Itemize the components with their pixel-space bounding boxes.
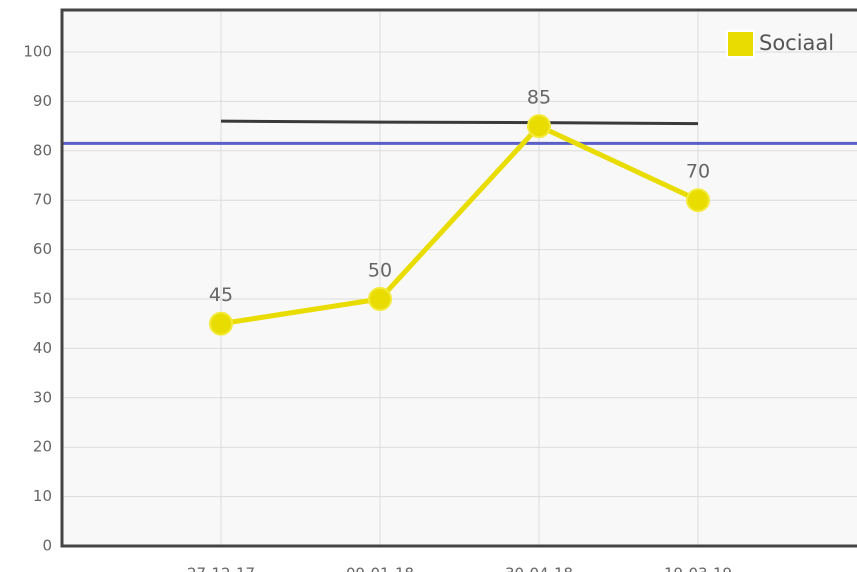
x-tick-label: 27-12-17 (187, 565, 255, 572)
data-point (686, 188, 710, 213)
data-label: 45 (209, 284, 233, 306)
plot-area (62, 10, 857, 546)
legend-swatch (726, 30, 755, 58)
x-tick-label: 30-04-18 (505, 565, 573, 572)
data-point (209, 311, 233, 336)
trend-line (220, 119, 699, 126)
y-tick-label: 90 (33, 92, 52, 110)
data-label: 70 (686, 161, 710, 183)
y-tick-label: 40 (33, 339, 52, 357)
axis-frame (60, 8, 857, 548)
y-tick-label: 50 (33, 289, 52, 307)
legend-label: Sociaal (759, 31, 834, 55)
data-label: 85 (527, 87, 551, 109)
data-point (368, 286, 392, 311)
y-tick-label: 70 (33, 191, 52, 209)
y-tick-label: 100 (23, 42, 52, 60)
x-tick-label: 09-01-18 (346, 565, 414, 572)
y-tick-label: 60 (33, 240, 52, 258)
data-label: 50 (368, 259, 392, 281)
data-point (527, 114, 551, 139)
y-tick-label: 20 (33, 438, 52, 456)
x-tick-label: 19-03-19 (664, 565, 732, 572)
y-tick-label: 30 (33, 388, 52, 406)
y-tick-label: 80 (33, 141, 52, 159)
series-line (220, 123, 700, 327)
y-tick-label: 10 (33, 487, 52, 505)
y-tick-label: 0 (42, 537, 52, 555)
